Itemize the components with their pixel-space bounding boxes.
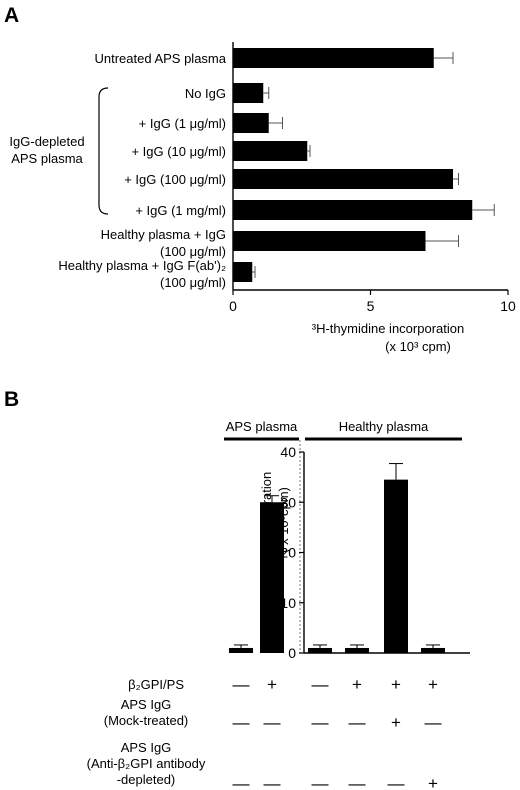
condition-mark: — [233,774,250,790]
condition-mark: — [425,713,442,732]
bar [233,83,264,103]
condition-mark: — [233,713,250,732]
x-axis-unit: (x 10³ cpm) [385,339,451,354]
bar [260,502,284,653]
y-axis-unit: ( x 10³cpm) [276,487,291,553]
condition-mark: — [264,774,281,790]
category-label: Healthy plasma + IgG F(ab')₂ [58,258,226,273]
condition-mark: + [391,675,401,694]
x-axis-label: ³H-thymidine incorporation [312,321,464,336]
category-label: + IgG (100 μg/ml) [124,172,226,187]
category-label: + IgG (10 μg/ml) [131,144,226,159]
bar [233,48,434,68]
y-tick-label: 30 [280,494,296,510]
condition-mark: + [391,713,401,732]
condition-mark: — [388,774,405,790]
category-label: (100 μg/ml) [160,244,226,259]
category-label: + IgG (1 μg/ml) [139,116,226,131]
condition-label: β₂GPI/PS [128,677,184,692]
condition-mark: — [349,713,366,732]
y-tick-label: 40 [280,444,296,460]
y-tick-label: 20 [280,545,296,561]
condition-mark: + [352,675,362,694]
bar [233,200,473,220]
y-tick-label: 0 [288,645,296,661]
condition-mark: — [312,774,329,790]
condition-mark: — [233,675,250,694]
category-label: (100 μg/ml) [160,275,226,290]
bar [233,141,308,161]
group-bracket [98,87,109,215]
chart-a: IgG-depleted APS plasma 0 5 10 Untreated AP… [9,42,516,354]
x-tick-label: 10 [500,298,516,314]
condition-mark: — [312,713,329,732]
bar [345,647,369,653]
condition-mark: — [264,713,281,732]
condition-mark: + [428,675,438,694]
x-tick-label: 5 [367,298,375,314]
bar [384,479,408,653]
category-label: + IgG (1 mg/ml) [135,203,226,218]
panel-b-letter: B [4,388,19,411]
group-label-line2: APS plasma [11,151,83,166]
panel-a-letter: A [4,4,19,27]
condition-mark: — [349,774,366,790]
bar [233,231,426,251]
condition-label: (Mock-treated) [104,713,189,728]
condition-label: (Anti-β₂GPI antibody [87,756,206,771]
bar [421,647,445,653]
condition-mark: + [267,675,277,694]
category-label: No IgG [185,86,226,101]
condition-label: APS IgG [121,740,172,755]
condition-label: APS IgG [121,697,172,712]
bar [233,113,269,133]
category-label: Healthy plasma + IgG [101,227,226,242]
condition-mark: — [312,675,329,694]
bar [229,647,253,653]
condition-mark: + [428,774,438,790]
category-label: Untreated APS plasma [94,51,226,66]
group-name: APS plasma [226,419,298,434]
bar [233,262,253,282]
x-tick-label: 0 [229,298,237,314]
group-label-line1: IgG-depleted [9,134,84,149]
condition-label: -depleted) [117,772,176,787]
group-name: Healthy plasma [339,419,429,434]
bar [308,647,332,653]
y-axis-label: ³H-thymidine incorporation [259,472,274,624]
chart-b: APS plasma Healthy plasma 0 10 20 30 40 ³H-thym… [87,419,470,790]
bar [233,169,453,189]
y-tick-label: 10 [280,595,296,611]
